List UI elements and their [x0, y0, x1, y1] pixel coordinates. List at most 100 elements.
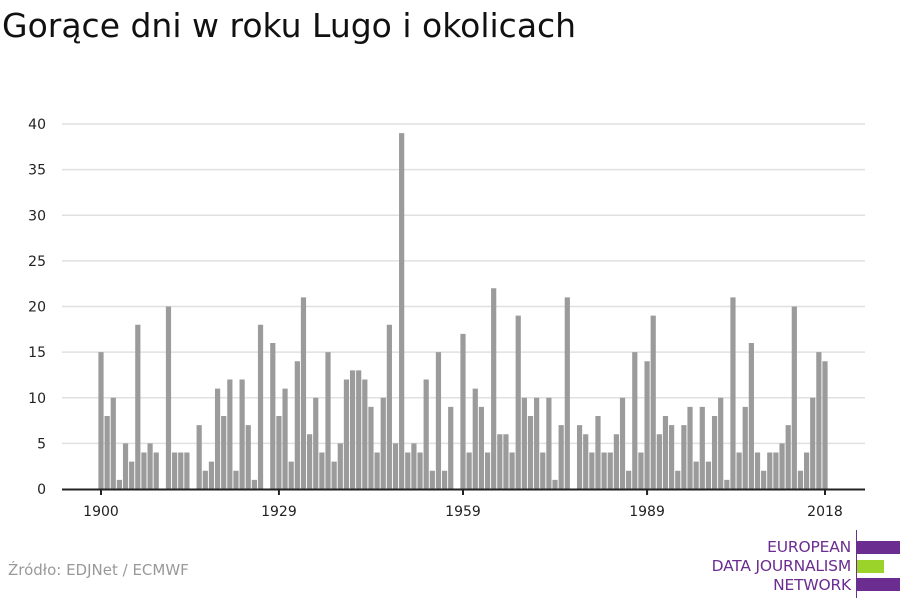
bar: [423, 379, 429, 489]
bar: [368, 406, 374, 489]
bar: [546, 397, 552, 489]
bar: [509, 452, 515, 489]
bar: [245, 425, 251, 489]
bar: [638, 452, 644, 489]
bar: [558, 425, 564, 489]
bar: [613, 434, 619, 489]
edjnet-logo: EUROPEAN DATA JOURNALISM NETWORK: [700, 530, 900, 598]
y-tick-label: 15: [28, 345, 46, 361]
bar: [116, 479, 123, 489]
bar: [497, 434, 503, 489]
bar: [564, 297, 570, 489]
bar: [214, 388, 221, 489]
bar: [730, 297, 736, 489]
bar: [803, 452, 810, 489]
x-tick-label: 1929: [261, 504, 297, 520]
bar: [276, 416, 282, 489]
bar: [589, 452, 595, 489]
bar: [687, 406, 693, 489]
bar: [472, 388, 478, 489]
bar: [718, 397, 724, 489]
bar: [534, 397, 540, 489]
bar: [644, 361, 650, 489]
bar: [552, 479, 558, 489]
y-tick-label: 5: [37, 436, 46, 452]
x-tick-label: 1900: [83, 504, 119, 520]
bar: [417, 452, 423, 489]
bar: [135, 324, 141, 489]
y-tick-label: 0: [37, 482, 46, 498]
logo-bar-spacer: [856, 560, 900, 573]
bar: [791, 306, 797, 489]
bar: [300, 297, 307, 489]
bar: [178, 452, 184, 489]
bar: [711, 416, 718, 489]
bar: [233, 470, 239, 489]
bar: [816, 352, 822, 489]
bar: [325, 352, 331, 489]
bar: [374, 452, 380, 489]
bar: [491, 288, 497, 489]
bar: [380, 397, 386, 489]
bar: [742, 406, 748, 489]
bar: [810, 397, 816, 489]
bar: [319, 452, 325, 489]
bar: [141, 452, 147, 489]
bar: [607, 452, 613, 489]
bar: [601, 452, 607, 489]
bar: [785, 425, 791, 489]
chart-title: Gorące dni w roku Lugo i okolicach: [2, 6, 577, 45]
bar: [448, 406, 454, 489]
bar: [466, 452, 472, 489]
y-tick-label: 40: [28, 117, 46, 133]
bar: [239, 379, 245, 489]
logo-bar-green: [856, 560, 884, 573]
logo-divider: [856, 530, 857, 598]
bar: [202, 470, 208, 489]
bar: [681, 425, 687, 489]
bar: [619, 397, 626, 489]
bar: [356, 370, 362, 489]
bar: [576, 425, 583, 489]
bar: [337, 443, 343, 489]
bar: [773, 452, 779, 489]
bar: [484, 452, 491, 489]
bar: [767, 452, 773, 489]
bar: [626, 470, 632, 489]
bar: [392, 443, 399, 489]
bar: [343, 379, 350, 489]
bar: [362, 379, 368, 489]
x-tick-label: 1989: [629, 504, 665, 520]
bar: [675, 470, 681, 489]
bar: [227, 379, 233, 489]
bar: [349, 370, 356, 489]
bar: [693, 461, 699, 489]
y-tick-label: 25: [28, 254, 46, 270]
bar: [129, 461, 135, 489]
bar: [184, 452, 190, 489]
bar: [521, 397, 527, 489]
bar: [650, 315, 656, 489]
bar: [503, 434, 509, 489]
bar: [313, 397, 319, 489]
bar: [441, 470, 448, 489]
bar: [270, 343, 276, 489]
logo-line-3: NETWORK: [773, 576, 851, 594]
bar: [797, 470, 804, 489]
bar: [435, 352, 442, 489]
bar: [632, 352, 638, 489]
bar: [429, 470, 435, 489]
bar: [196, 425, 202, 489]
bar: [748, 343, 754, 489]
bar: [221, 416, 227, 489]
bar: [98, 352, 104, 489]
bar: [724, 479, 730, 489]
bar-chart: 0 5 10 15 20 25 30 35 40 1900 1929 1959 1989 2018: [28, 117, 865, 520]
bar: [399, 133, 405, 489]
bar: [251, 479, 257, 489]
y-tick-label: 20: [28, 300, 46, 316]
bar: [669, 425, 675, 489]
bar: [736, 452, 742, 489]
logo-bar-purple-bottom: [856, 578, 900, 591]
bar: [411, 443, 417, 489]
